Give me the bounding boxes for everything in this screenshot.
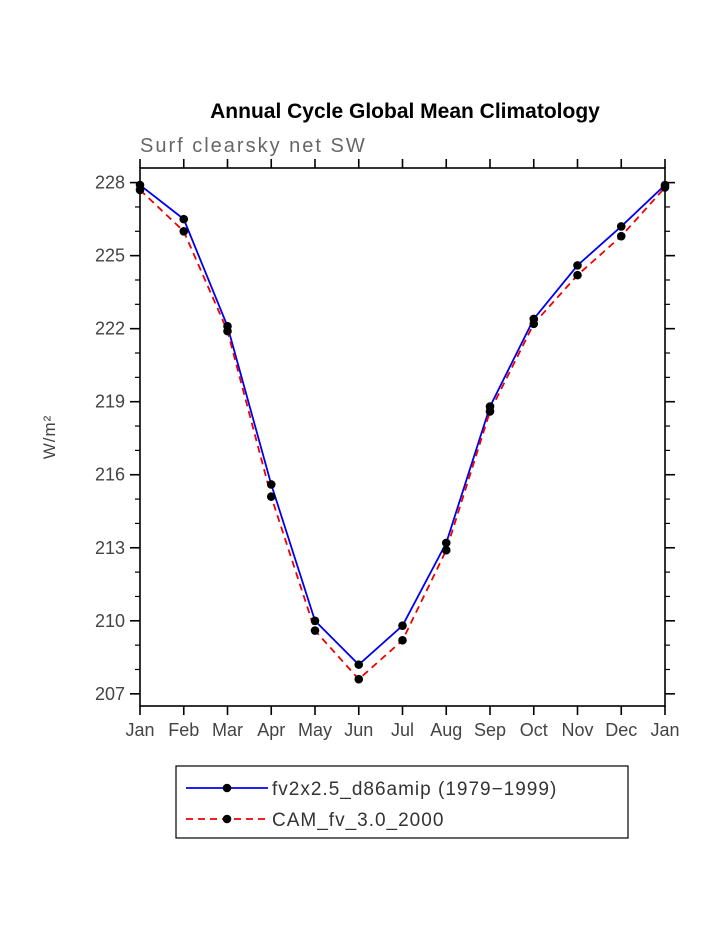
y-axis-label: W/m² [40, 415, 59, 460]
x-tick-label: Feb [168, 720, 199, 740]
data-point-marker [529, 319, 539, 329]
x-tick-label: Aug [430, 720, 462, 740]
x-tick-label: Jun [344, 720, 373, 740]
y-tick-label: 225 [95, 246, 125, 266]
y-tick-label: 207 [95, 684, 125, 704]
data-point-marker [266, 480, 276, 489]
data-point-marker [441, 545, 451, 555]
y-tick-label: 210 [95, 611, 125, 631]
data-point-marker [616, 222, 626, 231]
data-point-marker [616, 231, 626, 241]
x-tick-label: Dec [605, 720, 637, 740]
x-tick-label: Nov [561, 720, 593, 740]
x-tick-label: Apr [257, 720, 285, 740]
data-point-marker [354, 660, 364, 669]
plot-area: 207 210 213 216 219 222 225 228 Jan Feb Mar Apr May J… [95, 159, 680, 740]
y-tick-label: 219 [95, 392, 125, 412]
y-tick-label: 213 [95, 538, 125, 558]
y-tick-label: 228 [95, 173, 125, 193]
data-point-marker [266, 492, 276, 501]
data-point-marker [660, 183, 670, 192]
data-point-marker [573, 261, 582, 270]
legend-box [175, 765, 629, 839]
data-point-marker [398, 621, 407, 630]
data-point-marker [573, 270, 582, 280]
x-tick-label: Jul [391, 720, 414, 740]
x-tick-label: May [298, 720, 332, 740]
data-point-marker [398, 635, 407, 645]
chart-subtitle: Surf clearsky net SW [140, 135, 367, 157]
x-tick-label: Jan [125, 720, 154, 740]
legend-label: fv2x2.5_d86amip (1979−1999) [272, 779, 557, 800]
data-point-marker [310, 616, 320, 626]
data-point-marker [179, 214, 189, 224]
x-tick-label: Oct [520, 720, 548, 740]
data-point-marker [223, 326, 232, 336]
axis-box [139, 167, 666, 707]
data-point-marker [310, 626, 320, 635]
data-point-marker [179, 226, 189, 236]
chart-title: Annual Cycle Global Mean Climatology [210, 100, 600, 123]
legend: fv2x2.5_d86amip (1979−1999) CAM_fv_3.0_20… [175, 765, 629, 839]
series-line [139, 186, 666, 681]
y-tick-label: 222 [95, 319, 125, 339]
legend-marker [222, 814, 232, 824]
series-line [139, 184, 666, 666]
y-tick-label: 216 [95, 465, 125, 485]
data-point-marker [441, 538, 451, 548]
legend-marker [222, 783, 232, 793]
x-tick-label: Jan [650, 720, 679, 740]
data-point-marker [135, 185, 145, 195]
data-point-marker [354, 674, 364, 684]
legend-label: CAM_fv_3.0_2000 [272, 810, 444, 831]
data-point-marker [485, 407, 495, 416]
x-tick-label: Sep [474, 720, 506, 740]
x-tick-label: Mar [212, 720, 243, 740]
